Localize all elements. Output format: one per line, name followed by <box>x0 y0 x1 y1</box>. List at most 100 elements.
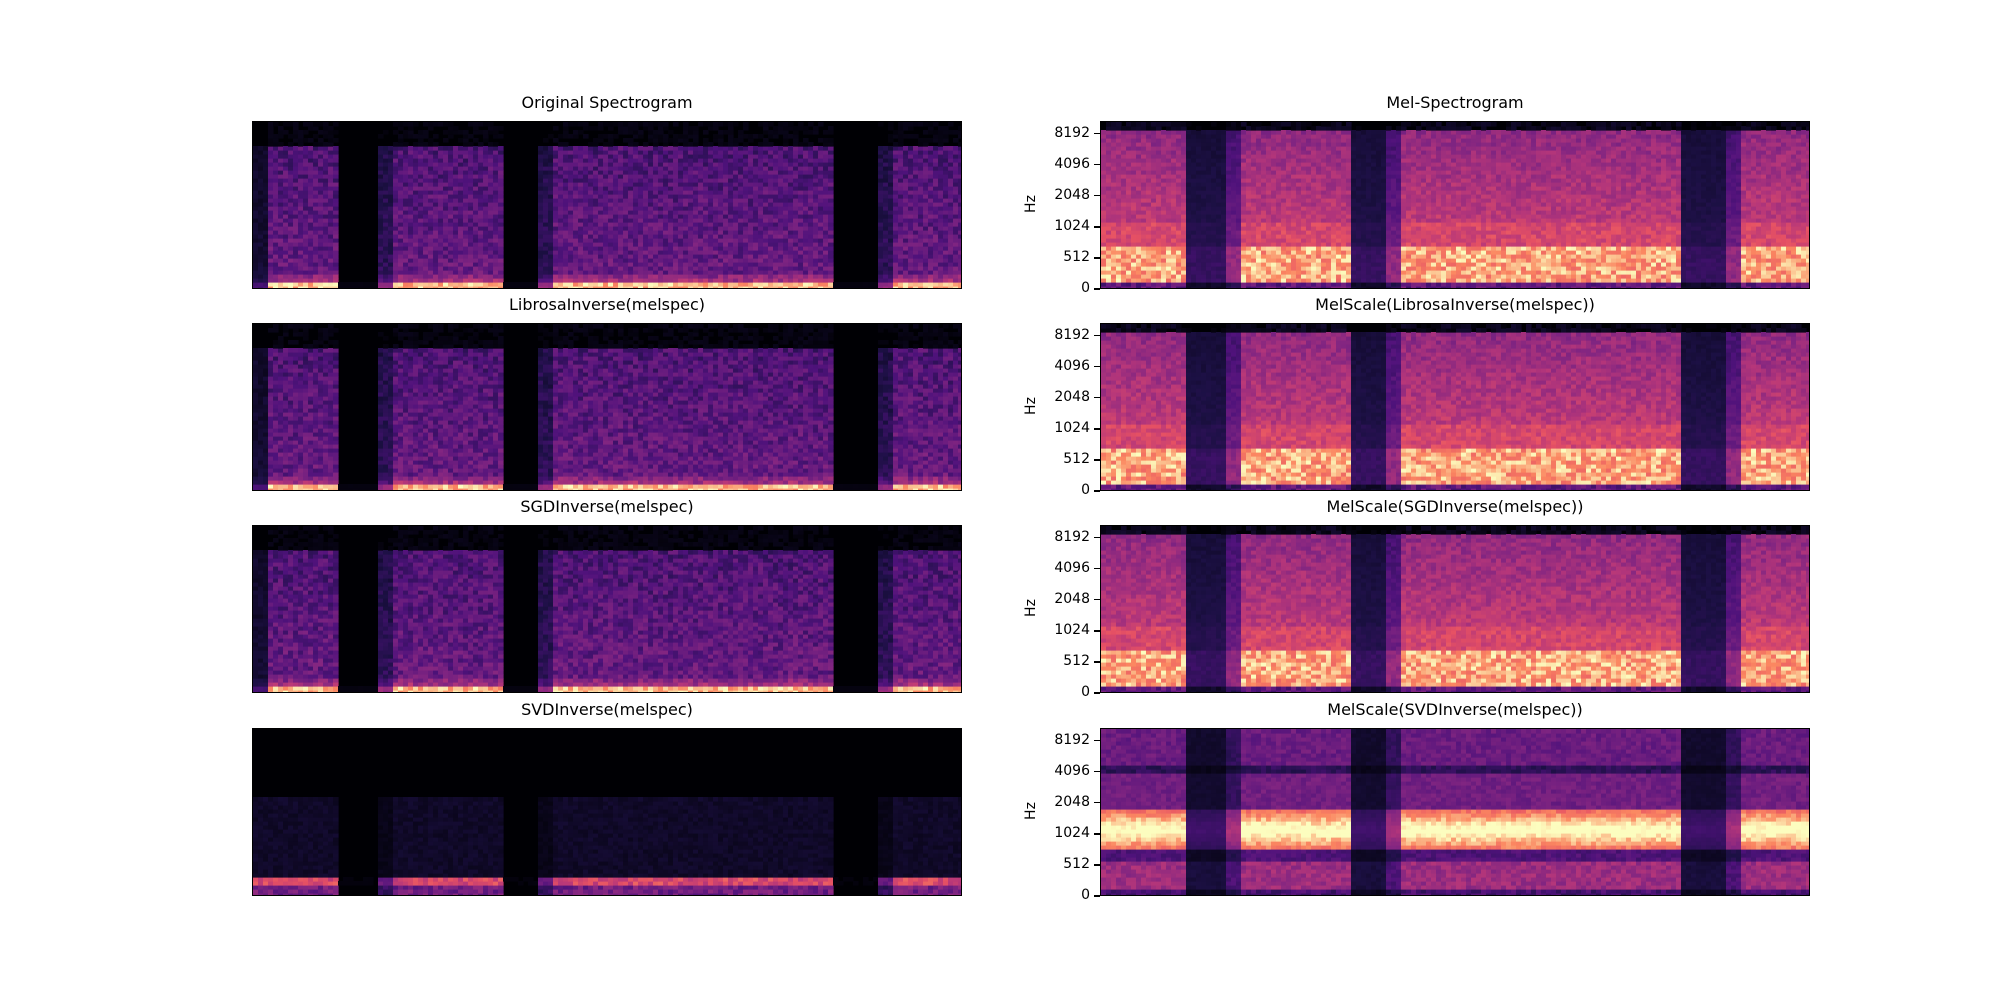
heatmap-cell <box>438 230 444 235</box>
heatmap-cell <box>788 206 794 211</box>
heatmap-cell <box>558 270 564 275</box>
heatmap-cell <box>253 226 259 231</box>
heatmap-cell <box>793 230 799 235</box>
heatmap-cell <box>643 170 649 175</box>
heatmap-cell <box>723 258 729 263</box>
heatmap-cell <box>623 186 629 191</box>
heatmap-cell <box>588 202 594 207</box>
heatmap-cell <box>753 218 759 223</box>
heatmap-cell <box>568 134 574 139</box>
heatmap-cell <box>543 278 549 283</box>
heatmap-cell <box>788 122 794 127</box>
heatmap-cell <box>273 134 279 139</box>
heatmap-cell <box>648 150 654 155</box>
heatmap-cell <box>738 138 744 143</box>
heatmap-cell <box>753 154 759 159</box>
heatmap-cell <box>903 134 909 139</box>
heatmap-cell <box>938 234 944 239</box>
heatmap-cell <box>458 286 464 288</box>
heatmap-cell <box>793 286 799 288</box>
heatmap-cell <box>608 202 614 207</box>
heatmap-cell <box>578 258 584 263</box>
heatmap-cell <box>733 198 739 203</box>
heatmap-cell <box>598 266 604 271</box>
heatmap-cell <box>693 198 699 203</box>
heatmap-cell <box>813 162 819 167</box>
heatmap-cell <box>588 250 594 255</box>
heatmap-cell <box>648 126 654 131</box>
heatmap-cell <box>453 226 459 231</box>
heatmap-cell <box>273 230 279 235</box>
heatmap-cell <box>738 206 744 211</box>
heatmap-cell <box>818 186 824 191</box>
heatmap-cell <box>893 194 899 199</box>
heatmap-cell <box>828 230 834 235</box>
heatmap-cell <box>328 278 334 283</box>
heatmap-cell <box>688 286 694 288</box>
heatmap-cell <box>293 278 299 283</box>
heatmap-cell <box>668 226 674 231</box>
heatmap-cell <box>663 278 669 283</box>
heatmap-cell <box>903 266 909 271</box>
heatmap-cell <box>298 266 304 271</box>
heatmap-cell <box>573 266 579 271</box>
heatmap-cell <box>938 214 944 219</box>
heatmap-cell <box>738 270 744 275</box>
heatmap-cell <box>928 126 934 131</box>
heatmap-cell <box>613 242 619 247</box>
heatmap-cell <box>538 190 544 195</box>
heatmap-cell <box>408 190 414 195</box>
heatmap-cell <box>568 274 574 279</box>
heatmap-cell <box>388 234 394 239</box>
heatmap-cell <box>558 186 564 191</box>
heatmap-cell <box>633 150 639 155</box>
heatmap-cell <box>813 282 819 287</box>
heatmap-cell <box>283 242 289 247</box>
heatmap-cell <box>438 246 444 251</box>
heatmap-cell <box>323 202 329 207</box>
heatmap-cell <box>718 194 724 199</box>
heatmap-cell <box>323 230 329 235</box>
heatmap-cell <box>328 282 334 287</box>
heatmap-cell <box>808 170 814 175</box>
heatmap-cell <box>753 150 759 155</box>
heatmap-cell <box>903 150 909 155</box>
heatmap-cell <box>1111 198 1117 203</box>
heatmap-cell <box>613 246 619 251</box>
heatmap-cell <box>413 266 419 271</box>
heatmap-cell <box>588 194 594 199</box>
heatmap-cell <box>673 186 679 191</box>
heatmap-cell <box>1126 246 1132 251</box>
heatmap-cell <box>783 266 789 271</box>
heatmap-cell <box>843 286 849 288</box>
heatmap-cell <box>463 174 469 179</box>
heatmap-cell <box>658 202 664 207</box>
heatmap-cell <box>378 190 384 195</box>
heatmap-cell <box>723 206 729 211</box>
heatmap-cell <box>428 170 434 175</box>
heatmap-cell <box>1101 206 1107 211</box>
heatmap-cell <box>423 254 429 259</box>
heatmap-cell <box>793 138 799 143</box>
heatmap-cell <box>538 202 544 207</box>
heatmap-cell <box>488 162 494 167</box>
heatmap-cell <box>388 194 394 199</box>
heatmap-cell <box>933 250 939 255</box>
heatmap-cell <box>1121 134 1127 139</box>
heatmap-cell <box>938 282 944 287</box>
heatmap-cell <box>638 122 644 127</box>
heatmap-cell <box>1121 158 1127 163</box>
heatmap-cell <box>598 286 604 288</box>
heatmap-cell <box>598 154 604 159</box>
heatmap-cell <box>628 222 634 227</box>
heatmap-cell <box>938 150 944 155</box>
heatmap-cell <box>428 222 434 227</box>
heatmap-cell <box>298 178 304 183</box>
heatmap-cell <box>558 134 564 139</box>
heatmap-cell <box>498 178 504 183</box>
heatmap-cell <box>1116 238 1122 243</box>
heatmap-cell <box>823 142 829 147</box>
heatmap-cell <box>683 234 689 239</box>
heatmap-cell <box>693 282 699 287</box>
heatmap-cell <box>933 222 939 227</box>
